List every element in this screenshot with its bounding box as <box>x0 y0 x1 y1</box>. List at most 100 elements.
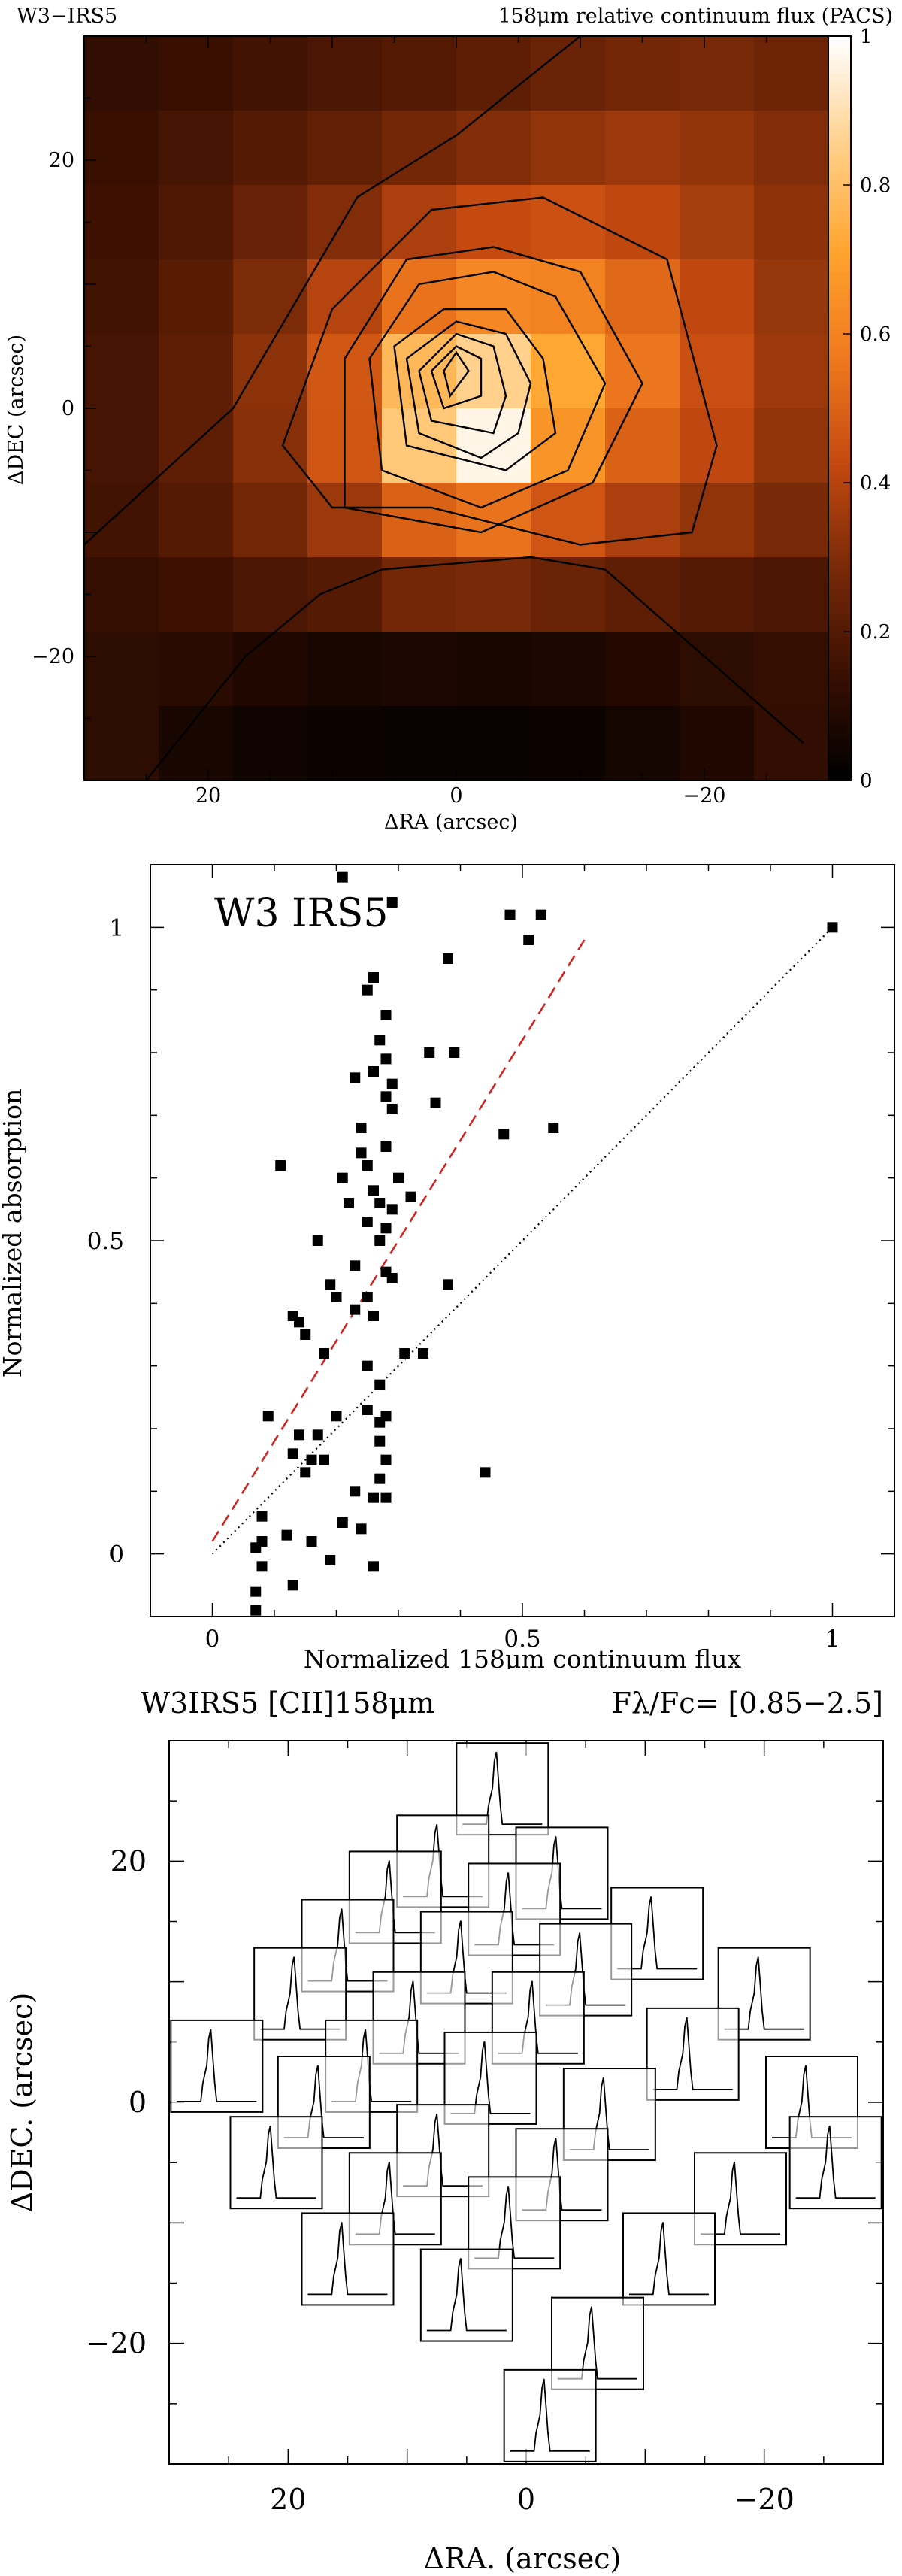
map-y-tick-label: −20 <box>32 645 74 668</box>
heatmap-cell <box>233 483 308 558</box>
contour-line <box>443 350 470 399</box>
heatmap-cell <box>233 111 308 186</box>
scatter-x-tick-label: 0 <box>205 1626 220 1653</box>
heatmap-cell <box>754 36 829 111</box>
heatmap-cell <box>159 632 234 707</box>
heatmap-cell <box>84 557 159 632</box>
heatmap-cell <box>84 408 159 483</box>
heatmap-cell <box>605 334 680 409</box>
colorbar-frame <box>828 35 852 781</box>
scatter-point <box>337 1172 348 1183</box>
scatter-point <box>380 1454 392 1465</box>
heatmap-cell <box>456 483 531 558</box>
heatmap-cell <box>382 111 457 186</box>
scatter-point <box>368 1311 379 1321</box>
spectrum-box <box>301 2212 395 2306</box>
scatter-point <box>374 1473 386 1484</box>
heatmap-cell <box>754 111 829 186</box>
absorption-scatter-chart: 0 0 0.5 0.5 1 1 W3 IRS5 Normalized 158μm cont… <box>0 864 895 1669</box>
spectrum-box <box>646 2007 740 2101</box>
scatter-point <box>386 1104 398 1114</box>
heatmap-cell <box>159 111 234 186</box>
scatter-panel: 0 0 0.5 0.5 1 1 W3 IRS5 Normalized 158μm cont… <box>0 842 902 1669</box>
contour-lines <box>83 35 804 781</box>
spectra-map-panel: 20 20 0 0 −20 −20 W3IRS5 [CII]158μm Fλ/Fc= [0… <box>0 1669 902 2576</box>
heatmap-cell <box>680 557 755 632</box>
spectra-y-tick-label: 0 <box>129 2086 147 2119</box>
heatmap-cell <box>531 408 606 483</box>
scatter-point <box>380 1223 392 1234</box>
heatmap-cell <box>159 259 234 335</box>
cii-spectra-map-chart: 20 20 0 0 −20 −20 W3IRS5 [CII]158μm Fλ/Fc= [0… <box>5 1687 884 2575</box>
scatter-point <box>498 1129 510 1140</box>
scatter-point <box>374 1035 386 1046</box>
map-y-tick-label: 0 <box>62 397 74 420</box>
spectra-x-tick-label: −20 <box>734 2483 795 2516</box>
scatter-reference-lines <box>211 926 834 1555</box>
scatter-point <box>300 1329 311 1340</box>
scatter-point <box>350 1486 361 1497</box>
scatter-point <box>374 1198 386 1208</box>
scatter-point <box>337 1517 348 1528</box>
scatter-y-axis-label: Normalized absorption <box>0 1089 27 1378</box>
scatter-point <box>256 1561 268 1572</box>
scatter-point <box>350 1304 361 1315</box>
heatmap-cell <box>307 36 383 111</box>
scatter-point <box>331 1411 342 1422</box>
heatmap-cell <box>680 334 755 409</box>
scatter-point <box>443 953 453 964</box>
scatter-point <box>250 1586 262 1597</box>
scatter-point <box>356 1523 367 1535</box>
spectrum-line <box>652 2017 733 2090</box>
spectra-title: W3IRS5 [CII]158μm <box>141 1687 434 1720</box>
spectra-x-tick-label: 0 <box>517 2483 535 2516</box>
heatmap-cell <box>307 706 383 781</box>
dotted-one-to-one-line <box>211 926 834 1555</box>
spectrum-line <box>629 2222 709 2296</box>
map-x-tick-label: −20 <box>683 784 726 808</box>
heatmap-cell <box>754 408 829 483</box>
colorbar-tick-label: 1 <box>860 26 873 48</box>
contour-line <box>368 271 607 509</box>
scatter-point <box>362 1292 373 1302</box>
spectra-y-tick-label: 20 <box>110 1844 147 1877</box>
heatmap-cell <box>680 632 755 707</box>
scatter-point <box>386 897 398 908</box>
heatmap-cell <box>680 36 755 111</box>
scatter-point <box>362 984 373 996</box>
heatmap-cell <box>382 408 457 483</box>
heatmap-cell <box>754 706 829 781</box>
heatmap-cell <box>382 557 457 632</box>
scatter-point <box>256 1511 268 1522</box>
spectra-y-axis-label: ΔDEC. (arcsec) <box>5 1993 38 2213</box>
colorbar-tick-label: 0.4 <box>860 472 891 495</box>
heatmap-cell <box>159 185 234 260</box>
colorbar-tick-label: 0.6 <box>860 323 891 346</box>
heatmap-cell <box>233 408 308 483</box>
map-y-axis-label: ΔDEC (arcsec) <box>5 335 28 485</box>
contour-line <box>281 196 718 546</box>
map-y-tick-label: 20 <box>49 149 74 172</box>
scatter-point <box>523 935 534 945</box>
heatmap-cell <box>233 557 308 632</box>
scatter-point <box>368 972 379 983</box>
scatter-y-tick-label: 0 <box>109 1541 124 1568</box>
spectrum-line <box>510 2378 590 2452</box>
scatter-point <box>386 1204 398 1215</box>
scatter-point <box>380 1091 392 1102</box>
heatmap-cell <box>605 557 680 632</box>
heatmap-cell <box>233 706 308 781</box>
scatter-point <box>386 1273 398 1283</box>
contour-line <box>145 556 804 781</box>
heatmap-cell <box>605 483 680 558</box>
heatmap-cell <box>680 259 755 335</box>
scatter-ticks: 0 0 0.5 0.5 1 1 <box>87 864 895 1653</box>
spectrum-line <box>177 2029 257 2102</box>
scatter-point <box>275 1160 286 1171</box>
scatter-point <box>281 1529 292 1541</box>
map-title: 158μm relative continuum flux (PACS) <box>498 5 893 28</box>
heatmap-cell <box>605 185 680 260</box>
heatmap-cell <box>605 36 680 111</box>
heatmap-cell <box>382 706 457 781</box>
scatter-point <box>325 1555 336 1565</box>
